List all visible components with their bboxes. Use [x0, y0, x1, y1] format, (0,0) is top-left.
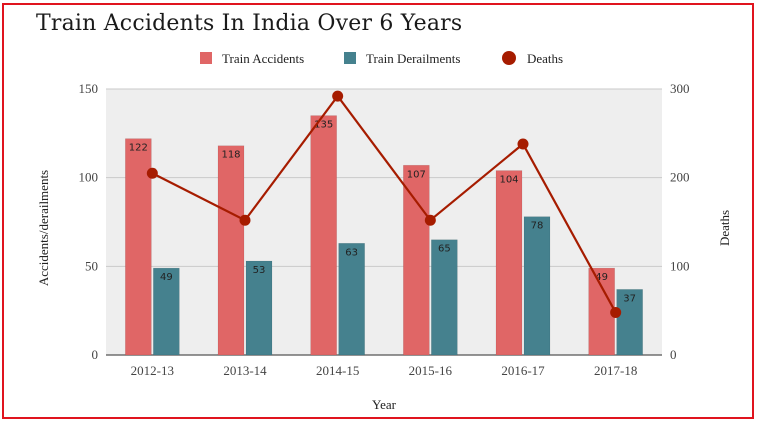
bar-data-label: 135: [314, 120, 333, 131]
x-axis-label: Year: [372, 397, 397, 412]
x-tick-label: 2016-17: [501, 363, 545, 378]
y2-axis-label: Deaths: [717, 210, 732, 246]
y2-tick-label: 300: [670, 81, 690, 96]
bar-accidents: [403, 164, 430, 356]
x-tick-label: 2013-14: [223, 363, 267, 378]
deaths-point: [610, 306, 622, 318]
bar-accidents: [495, 170, 523, 356]
y-axis-label: Accidents/derailments: [36, 170, 51, 286]
bar-accidents: [310, 115, 337, 356]
bar-data-label: 53: [253, 265, 266, 276]
x-tick-label: 2015-16: [409, 363, 453, 378]
bar-data-label: 104: [499, 175, 518, 186]
bar-accidents: [217, 145, 245, 356]
deaths-point: [239, 214, 251, 226]
legend-label-deaths: Deaths: [527, 51, 563, 66]
bar-data-label: 78: [531, 221, 544, 232]
bar-derailments: [245, 260, 273, 356]
x-tick-label: 2017-18: [594, 363, 637, 378]
y2-tick-label: 100: [670, 258, 690, 273]
x-tick-label: 2012-13: [131, 363, 174, 378]
bar-data-label: 122: [129, 143, 148, 154]
bar-derailments: [338, 242, 365, 356]
deaths-point: [517, 138, 529, 150]
deaths-point: [146, 167, 158, 179]
bar-derailments: [523, 216, 551, 356]
y-tick-label: 50: [85, 258, 98, 273]
legend-label-accidents: Train Accidents: [222, 51, 304, 66]
deaths-point: [332, 90, 344, 102]
plot-background: [106, 89, 662, 355]
bar-data-label: 49: [595, 272, 608, 283]
bar-data-label: 37: [623, 293, 636, 304]
legend-swatch-deaths: [502, 51, 516, 65]
y-tick-label: 100: [79, 170, 99, 185]
bar-data-label: 65: [438, 244, 451, 255]
chart-title: Train Accidents In India Over 6 Years: [36, 11, 463, 36]
legend-swatch-accidents: [200, 52, 212, 64]
bar-accidents: [125, 138, 152, 356]
bar-data-label: 49: [160, 272, 173, 283]
bar-data-label: 107: [407, 169, 426, 180]
y-tick-label: 150: [79, 81, 99, 96]
deaths-line: [151, 94, 617, 313]
y2-tick-label: 200: [670, 170, 690, 185]
x-tick-label: 2014-15: [316, 363, 359, 378]
bar-derailments: [153, 267, 180, 356]
bar-derailments: [431, 239, 458, 356]
y2-tick-label: 0: [670, 347, 677, 362]
legend-label-derailments: Train Derailments: [366, 51, 460, 66]
bar-derailments: [616, 289, 643, 356]
bar-data-label: 63: [345, 247, 358, 258]
deaths-point: [424, 214, 436, 226]
bar-data-label: 118: [221, 150, 240, 161]
y-tick-label: 0: [92, 347, 99, 362]
legend-swatch-derailments: [344, 52, 356, 64]
